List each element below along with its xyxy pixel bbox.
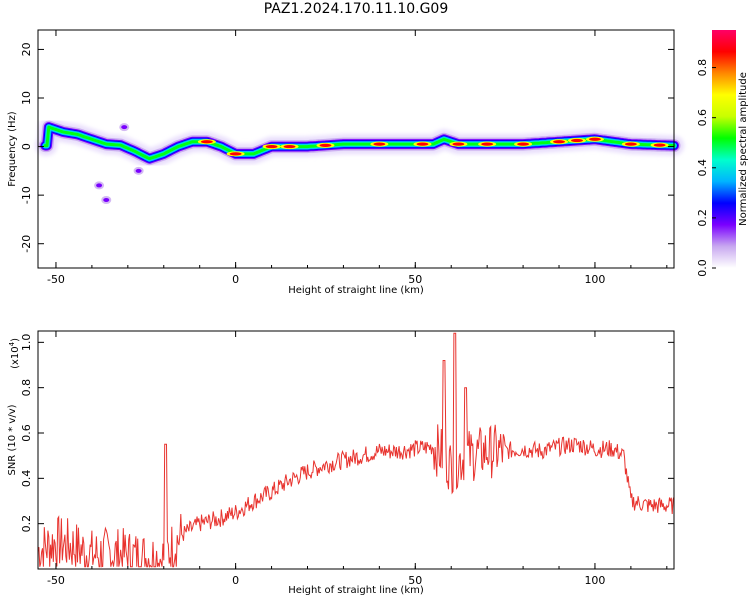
colorbar-tick-label: 0.4: [696, 159, 709, 177]
snr-ytick-label: 1.0: [20, 334, 33, 352]
spectrogram-hotspot-core: [319, 143, 332, 147]
spectrogram-xtick-label: 100: [584, 273, 605, 286]
spectrogram-hotspot-core: [653, 143, 666, 147]
snr-ytick-label: 0.6: [20, 424, 33, 442]
snr-xtick-label: 0: [232, 574, 239, 587]
colorbar-tick-label: 0.0: [696, 259, 709, 277]
spectrogram-hotspot-core: [200, 140, 213, 144]
snr-ytick-label: 0.4: [20, 470, 33, 488]
snr-xtick-label: 50: [408, 574, 422, 587]
spectrogram-blob-core: [96, 183, 103, 188]
snr-frame: [38, 331, 674, 569]
spectrogram-ylabel: Frequency (Hz): [7, 111, 18, 187]
snr-ytick-label: 0.8: [20, 379, 33, 397]
spectrogram-blob-core: [121, 125, 128, 130]
spectrogram-xtick-label: 0: [232, 273, 239, 286]
snr-xtick-label: 100: [584, 574, 605, 587]
snr-xlabel: Height of straight line (km): [288, 585, 424, 596]
spectrogram-ytick-label: 20: [20, 42, 33, 56]
spectrogram-hotspot-core: [624, 142, 637, 146]
snr-border: [37, 330, 675, 570]
colorbar-tick-label: 0.6: [696, 109, 709, 127]
snr-xtick-label: -50: [47, 574, 65, 587]
colorbar: 0.0 0.2 0.4 0.6 0.8 Normalized spectral ampl…: [696, 30, 749, 277]
figure-title: PAZ1.2024.170.11.10.G09: [263, 1, 449, 17]
spectrogram-ytick-label: 10: [20, 91, 33, 105]
snr-scale-exp: 4: [8, 341, 16, 346]
spectrogram-hotspot-core: [553, 140, 566, 144]
colorbar-tick-label: 0.8: [696, 59, 709, 77]
spectrogram-xtick-label: 50: [408, 273, 422, 286]
spectrogram-xtick-label: -50: [47, 273, 65, 286]
spectrogram-ytick-label: 0: [20, 143, 33, 150]
colorbar-label: Normalized spectral amplitude: [738, 72, 749, 226]
spectrogram-blob-core: [135, 168, 142, 173]
snr-panel: -50 0 50 100 1.0 0.8 0.6 0.4 0.2 Height of strai…: [7, 330, 675, 596]
snr-ylabel: SNR (10 * v/v): [7, 404, 18, 475]
snr-scale-base: (x10: [10, 346, 21, 369]
spectrogram-hotspot-core: [265, 144, 278, 149]
spectrogram-hotspot-core: [588, 137, 601, 141]
colorbar-axes: 0.0 0.2 0.4 0.6 0.8: [696, 59, 716, 277]
spectrogram-hotspot-core: [416, 142, 429, 146]
spectrogram-hotspot-core: [570, 138, 583, 143]
spectrogram-ytick-label: -10: [20, 186, 33, 204]
spectrogram-hotspot-core: [373, 142, 386, 146]
spectrogram-marks: [35, 117, 684, 204]
snr-ytick-label: 0.2: [20, 515, 33, 533]
spectrogram-hotspot-core: [517, 142, 530, 146]
snr-series-line: [37, 332, 675, 569]
spectrogram-ytick-label: -20: [20, 235, 33, 253]
spectrogram-border: [37, 29, 675, 269]
spectrogram-blob-core: [103, 198, 110, 202]
spectrogram-hotspot-core: [452, 142, 465, 146]
spectrogram-hotspot-core: [481, 142, 494, 146]
spectrogram-hotspot-core: [283, 144, 296, 149]
spectrogram-xlabel: Height of straight line (km): [288, 285, 424, 296]
spectrogram-hotspot-core: [229, 152, 242, 156]
colorbar-gradient: [712, 30, 736, 268]
snr-scale-label: (x104): [8, 338, 21, 369]
colorbar-tick-label: 0.2: [696, 209, 709, 227]
snr-axes: -50 0 50 100 1.0 0.8 0.6 0.4 0.2: [20, 331, 674, 587]
